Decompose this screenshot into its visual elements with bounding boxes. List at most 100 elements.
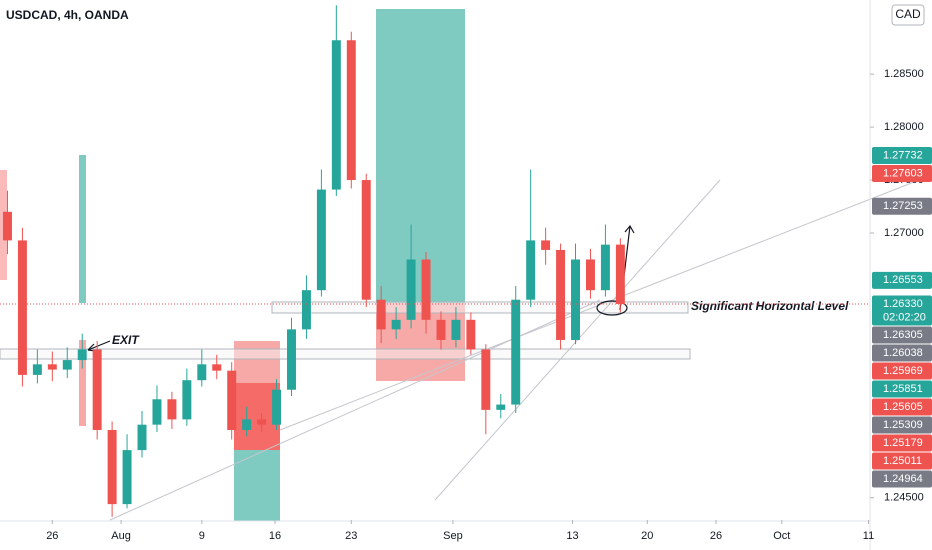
price-badge (872, 271, 932, 289)
y-tick-label: 1.24500 (884, 492, 924, 504)
price-badge (872, 295, 932, 326)
level-box (0, 348, 691, 360)
level-box (271, 301, 689, 314)
candle-body (77, 349, 87, 361)
short-box (234, 341, 280, 383)
candle-body (242, 419, 252, 430)
candle-body (496, 404, 506, 410)
price-badge (872, 398, 932, 416)
price-badge (872, 197, 932, 215)
price-badge (872, 434, 932, 452)
candle-body (137, 424, 147, 451)
price-badge-label: 1.27732 (883, 149, 923, 161)
axis: 1.245001.270001.275001.280001.2850026Aug… (46, 68, 932, 542)
candle-body (107, 429, 117, 505)
short-box (376, 303, 465, 381)
annotation: Significant Horizontal Level (691, 299, 849, 313)
price-badge-label: 1.25969 (883, 365, 923, 377)
candle-body (391, 319, 401, 330)
short-box (79, 340, 86, 426)
candle-body (526, 240, 536, 300)
candle-body (182, 380, 192, 420)
candle-body (346, 40, 356, 181)
candle-body (421, 259, 431, 320)
candle-body (17, 240, 27, 375)
x-tick-label: 23 (345, 530, 357, 542)
price-badge (872, 362, 932, 380)
candle-body (227, 370, 237, 430)
price-badge-label: 1.27253 (883, 200, 923, 212)
price-badge-label: 1.25011 (883, 455, 922, 467)
candle-body (62, 360, 72, 370)
x-tick-label: 26 (46, 530, 58, 542)
candle-body (585, 259, 595, 291)
candle-body (316, 189, 326, 291)
price-badge (872, 164, 932, 182)
x-tick-label: 13 (566, 530, 578, 542)
y-tick-label: 1.28000 (884, 121, 924, 133)
price-badge-label: 1.27603 (883, 167, 923, 179)
long-box (79, 155, 86, 303)
y-tick-label: 1.27000 (884, 227, 924, 239)
candle-body (481, 349, 491, 410)
candle-body (47, 364, 57, 370)
x-tick-label: 11 (863, 530, 874, 542)
candle-body (122, 450, 132, 505)
x-tick-label: 16 (269, 530, 281, 542)
currency-box[interactable] (891, 4, 925, 26)
price-badge-label: 1.24964 (883, 473, 923, 485)
candle-body (257, 419, 267, 425)
candle-body (2, 211, 12, 241)
candle-body (361, 180, 371, 300)
x-tick-label: Oct (773, 530, 790, 542)
price-badge (872, 416, 932, 434)
candle-body (436, 319, 446, 340)
arrow-head (624, 224, 635, 234)
price-badge (872, 470, 932, 488)
y-tick-label: 1.28500 (884, 68, 924, 80)
candle-body (152, 399, 162, 425)
x-tick-label: 9 (199, 530, 205, 542)
candle-body (376, 299, 386, 330)
candle-body (451, 319, 461, 340)
candle-body (167, 399, 177, 420)
candle-body (212, 364, 222, 371)
annotation: EXIT (112, 333, 140, 347)
price-badge-label: 1.25605 (883, 401, 923, 413)
trend-line (434, 179, 721, 501)
candle-body (615, 244, 625, 304)
countdown: 02:02:20 (883, 311, 926, 323)
x-tick-label: 20 (641, 530, 653, 542)
price-badge (872, 146, 932, 164)
currency[interactable]: CAD (895, 7, 921, 21)
price-badge-label: 1.26553 (883, 274, 923, 286)
candle-body (600, 244, 610, 291)
price-badge (872, 326, 932, 344)
candle-body (32, 364, 42, 375)
candle-body (272, 389, 282, 425)
long-box (376, 9, 465, 303)
candle-body (571, 259, 580, 340)
long-box (234, 450, 280, 521)
chart-title: USDCAD, 4h, OANDA (6, 8, 129, 22)
marks (0, 5, 870, 517)
candle-body (511, 299, 521, 405)
candle-body (466, 319, 476, 350)
x-tick-label: 26 (710, 530, 722, 542)
trend-line (279, 174, 932, 431)
x-tick-label: Sep (443, 530, 463, 542)
candle-body (287, 329, 296, 390)
candle-body (331, 40, 341, 190)
candle-body (541, 240, 551, 250)
price-badge-label: 1.25309 (883, 419, 923, 431)
price-badge (872, 452, 932, 470)
x-tick-label: Aug (111, 530, 131, 542)
price-badge-label: 1.26330 (883, 298, 923, 310)
candle-body (301, 290, 311, 330)
price-badge-label: 1.26305 (883, 329, 923, 341)
candle-body (197, 364, 207, 381)
price-badge (872, 380, 932, 398)
candle-body (556, 249, 566, 340)
